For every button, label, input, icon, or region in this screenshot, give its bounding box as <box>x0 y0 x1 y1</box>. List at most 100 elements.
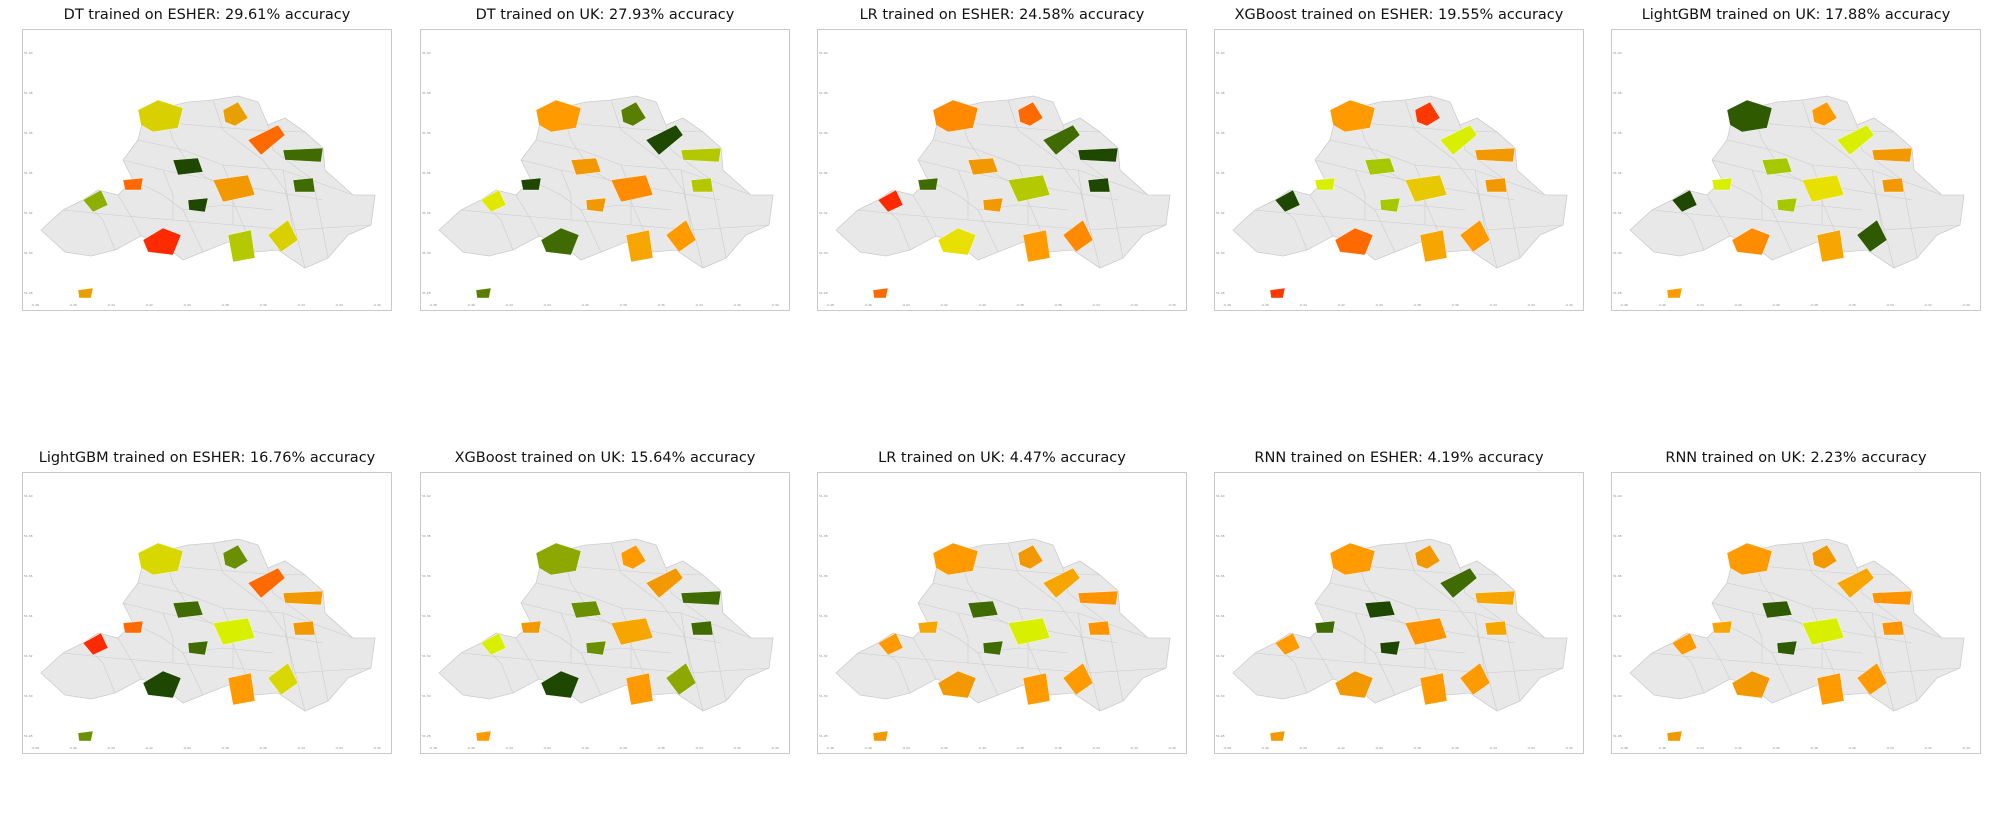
x-tick-label: -0.40 <box>581 303 589 307</box>
base-region <box>438 538 774 712</box>
y-tick-label: 51.28 <box>24 734 33 738</box>
district-border <box>162 169 174 220</box>
y-tick-label: 51.40 <box>422 494 431 498</box>
district-highlight <box>77 287 94 299</box>
y-tick-label: 51.32 <box>1216 654 1225 658</box>
y-tick-label: 51.36 <box>819 131 828 135</box>
district-highlight <box>212 617 256 646</box>
y-tick-label: 51.40 <box>819 51 828 55</box>
district-border <box>1354 612 1366 663</box>
district-highlight <box>1881 177 1905 193</box>
district-highlight <box>82 632 109 656</box>
district-highlight <box>1816 229 1845 263</box>
x-tick-label: -0.42 <box>1734 303 1742 307</box>
x-tick-label: -0.40 <box>1772 746 1780 750</box>
district-highlight <box>1856 219 1888 253</box>
y-tick-label: 51.32 <box>1216 211 1225 215</box>
y-tick-label: 51.36 <box>24 574 33 578</box>
x-tick-label: -0.36 <box>657 746 665 750</box>
district-highlight <box>690 620 714 636</box>
y-tick-label: 51.34 <box>819 171 828 175</box>
x-tick-label: -0.42 <box>1337 303 1345 307</box>
district-border <box>515 637 540 680</box>
y-tick-label: 51.30 <box>422 251 431 255</box>
district-highlight <box>937 227 977 256</box>
x-tick-label: -0.48 <box>1620 746 1628 750</box>
y-tick-label: 51.28 <box>422 291 431 295</box>
base-region <box>1232 95 1568 269</box>
district-highlight <box>187 197 209 213</box>
map-frame: -0.48 -0.46 -0.44 -0.42 -0.40 -0.38 -0.36 -0.34… <box>420 29 790 311</box>
x-tick-label: -0.30 <box>373 746 381 750</box>
district-border <box>117 637 142 680</box>
district-border <box>62 652 372 674</box>
x-tick-label: -0.30 <box>1565 303 1573 307</box>
district-highlight <box>1816 672 1845 706</box>
x-tick-label: -0.32 <box>1924 746 1932 750</box>
district-highlight <box>1836 567 1875 599</box>
x-tick-label: -0.36 <box>1848 303 1856 307</box>
x-tick-label: -0.34 <box>297 303 305 307</box>
district-border <box>680 612 692 674</box>
choropleth-map: -0.48 -0.46 -0.44 -0.42 -0.40 -0.38 -0.36 -0.34… <box>24 494 381 750</box>
x-tick-label: -0.48 <box>429 746 437 750</box>
x-tick-label: -0.32 <box>1924 303 1932 307</box>
base-region <box>40 95 376 269</box>
district-border <box>1404 542 1498 712</box>
x-tick-label: -0.48 <box>31 746 39 750</box>
x-tick-label: -0.30 <box>1962 303 1970 307</box>
district-highlight <box>1329 542 1376 576</box>
x-tick-label: -0.32 <box>1527 746 1535 750</box>
district-border <box>1404 99 1498 269</box>
y-tick-label: 51.38 <box>819 91 828 95</box>
district-highlight <box>1776 640 1798 656</box>
district-border <box>162 612 174 663</box>
x-tick-label: -0.34 <box>1489 746 1497 750</box>
x-tick-label: -0.38 <box>1810 746 1818 750</box>
district-highlight <box>292 620 316 636</box>
district-border <box>460 209 770 231</box>
x-tick-label: -0.32 <box>1130 303 1138 307</box>
choropleth-map: -0.48 -0.46 -0.44 -0.42 -0.40 -0.38 -0.36 -0.34… <box>1216 51 1573 307</box>
y-tick-label: 51.40 <box>422 51 431 55</box>
district-highlight <box>1017 101 1044 127</box>
x-tick-label: -0.46 <box>467 746 475 750</box>
district-highlight <box>1731 670 1771 699</box>
x-tick-label: -0.40 <box>183 303 191 307</box>
district-highlight <box>267 219 299 253</box>
panel-title: LR trained on ESHER: 24.58% accuracy <box>859 7 1145 23</box>
base-region <box>438 95 774 269</box>
district-highlight <box>480 632 507 656</box>
district-highlight <box>222 101 249 127</box>
district-highlight <box>1419 229 1448 263</box>
x-tick-label: -0.44 <box>1299 303 1307 307</box>
district-border <box>1077 612 1089 674</box>
district-highlight <box>1761 157 1793 176</box>
x-tick-label: -0.42 <box>543 746 551 750</box>
base-region <box>1629 538 1965 712</box>
x-tick-label: -0.36 <box>657 303 665 307</box>
y-tick-label: 51.30 <box>1613 251 1622 255</box>
district-highlight <box>187 640 209 656</box>
district-border <box>212 542 306 712</box>
panel-title: RNN trained on ESHER: 4.19% accuracy <box>1254 450 1544 466</box>
district-border <box>1354 169 1366 220</box>
y-tick-label: 51.30 <box>819 251 828 255</box>
district-highlight <box>1087 177 1111 193</box>
y-tick-label: 51.38 <box>1613 91 1622 95</box>
panel-title: LightGBM trained on ESHER: 16.76% accura… <box>38 450 376 466</box>
district-highlight <box>1811 544 1838 570</box>
y-tick-label: 51.32 <box>422 211 431 215</box>
y-tick-label: 51.28 <box>1216 291 1225 295</box>
choropleth-map: -0.48 -0.46 -0.44 -0.42 -0.40 -0.38 -0.36 -0.34… <box>1613 51 1970 307</box>
x-tick-label: -0.44 <box>107 303 115 307</box>
map-frame: -0.48 -0.46 -0.44 -0.42 -0.40 -0.38 -0.36 -0.34… <box>22 472 392 754</box>
district-border <box>857 652 1167 674</box>
district-border <box>1007 542 1101 712</box>
district-highlight <box>610 174 654 203</box>
x-tick-label: -0.30 <box>373 303 381 307</box>
y-tick-label: 51.30 <box>1613 694 1622 698</box>
y-tick-label: 51.34 <box>422 614 431 618</box>
district-highlight <box>872 730 889 742</box>
x-tick-label: -0.48 <box>1223 746 1231 750</box>
